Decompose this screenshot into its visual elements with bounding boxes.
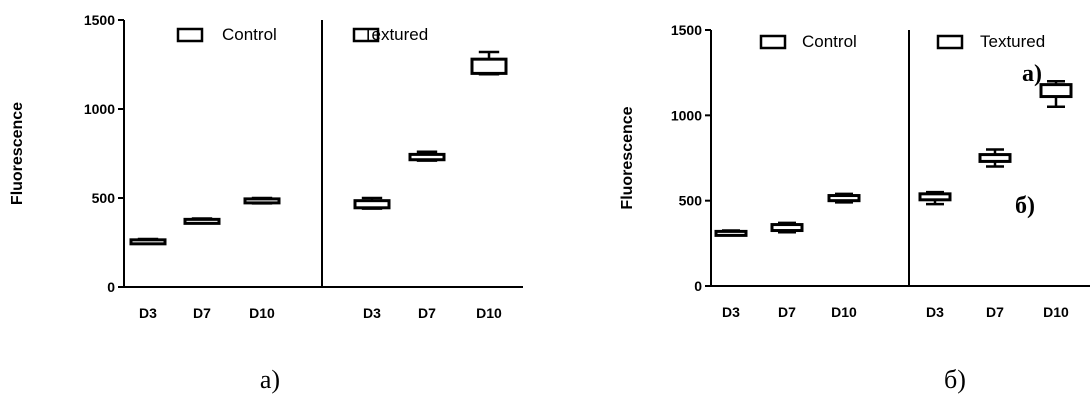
legend-swatch [759,34,787,50]
y-tick-label: 1000 [84,101,115,117]
box-rect [1039,83,1073,99]
x-tick-label: D3 [722,304,740,320]
legend-label: Textured [363,25,428,44]
box-rect [770,223,804,233]
y-tick-label: 0 [694,278,702,294]
legend-swatch [352,27,380,43]
box-rect [714,229,748,237]
x-tick-label: D7 [986,304,1004,320]
box-rect [408,152,446,162]
box-rect [470,57,508,75]
legend-swatch [936,34,964,50]
box-rect [243,197,281,205]
panel-caption: а) [260,365,280,394]
panel-caption: б) [944,365,966,394]
x-tick-label: D7 [418,305,436,321]
y-tick-label: 1500 [671,22,702,38]
x-tick-label: D3 [926,304,944,320]
box-rect [353,199,391,210]
y-tick-label: 0 [107,279,115,295]
y-tick-label: 1000 [671,107,702,123]
y-axis-title: Fluorescence [9,102,26,205]
legend-label: Control [802,32,857,51]
legend-label: Control [222,25,277,44]
box-rect [918,192,952,202]
x-tick-label: D10 [1043,304,1069,320]
x-tick-label: D10 [249,305,275,321]
y-tick-label: 500 [92,190,116,206]
y-tick-label: 500 [679,193,703,209]
legend-swatch [176,27,204,43]
annotation-label: а) [1022,61,1042,87]
x-tick-label: D10 [476,305,502,321]
x-tick-label: D10 [831,304,857,320]
x-tick-label: D7 [778,304,796,320]
x-tick-label: D7 [193,305,211,321]
x-tick-label: D3 [139,305,157,321]
y-tick-label: 1500 [84,12,115,28]
box-rect [183,217,221,225]
legend-label: Textured [980,32,1045,51]
box-rect [827,194,861,203]
x-tick-label: D3 [363,305,381,321]
box-rect [129,238,167,246]
y-axis-title: Fluorescence [619,106,636,209]
box-rect [978,153,1012,163]
annotation-label: б) [1015,193,1035,219]
